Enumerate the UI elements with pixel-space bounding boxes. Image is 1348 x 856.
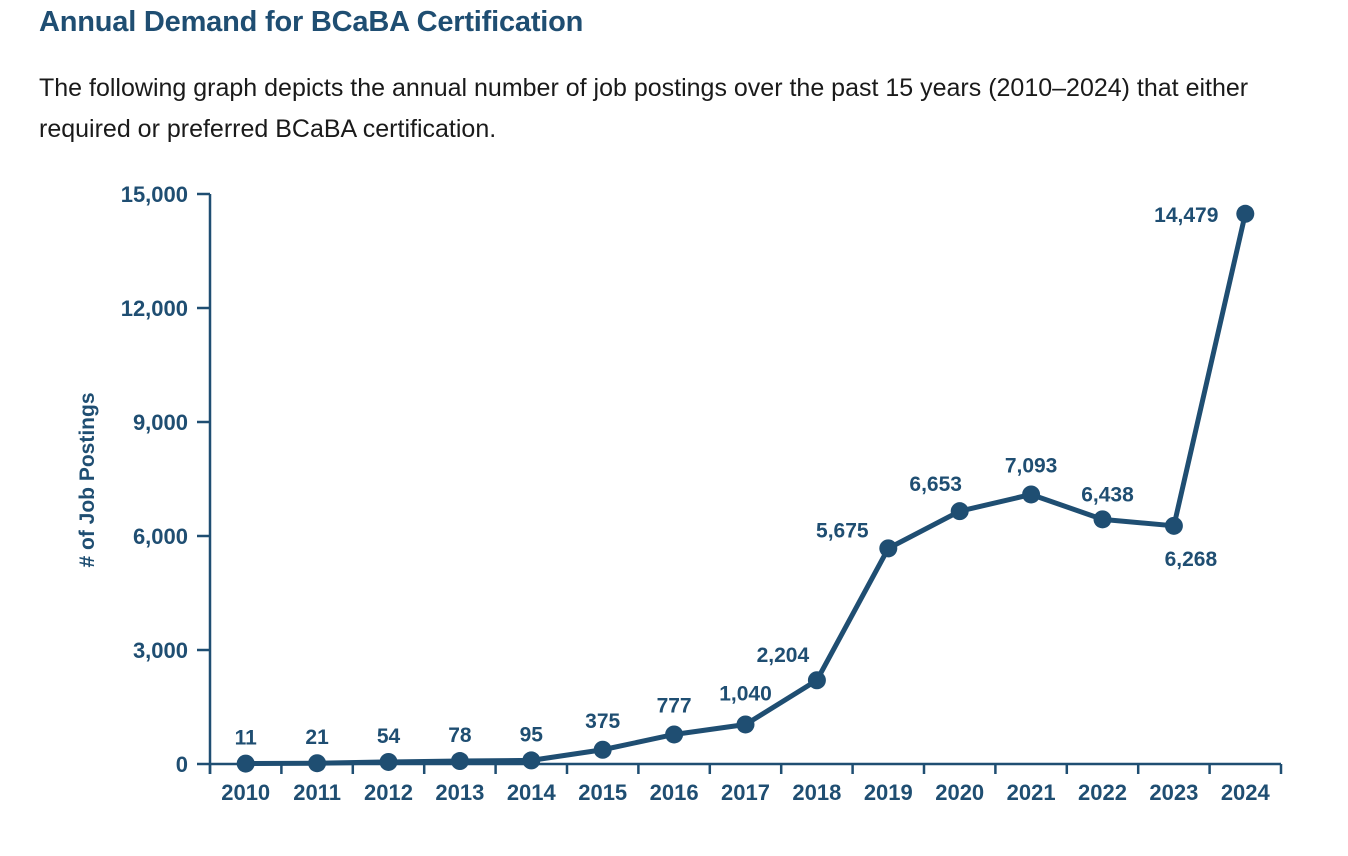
data-label: 2,204 — [757, 644, 810, 667]
page-title: Annual Demand for BCaBA Certification — [39, 6, 584, 38]
data-point — [1236, 204, 1255, 223]
data-label: 5,675 — [816, 519, 869, 542]
x-tick-label: 2018 — [792, 780, 841, 805]
x-tick-label: 2020 — [935, 780, 984, 805]
x-tick-label: 2016 — [650, 780, 699, 805]
x-tick-label: 2014 — [507, 780, 557, 805]
y-tick-label: 15,000 — [121, 182, 188, 207]
data-label: 6,268 — [1165, 548, 1218, 571]
x-tick-label: 2019 — [864, 780, 913, 805]
data-label: 95 — [520, 723, 544, 746]
data-point — [379, 752, 398, 771]
data-label: 14,479 — [1154, 204, 1218, 227]
intro-paragraph: The following graph depicts the annual n… — [39, 74, 1249, 143]
data-point — [522, 751, 541, 770]
data-point — [950, 502, 969, 521]
data-label: 21 — [305, 726, 329, 749]
y-tick-label: 6,000 — [133, 524, 188, 549]
x-tick-label: 2024 — [1221, 780, 1271, 805]
data-label: 375 — [585, 710, 620, 733]
data-point — [593, 740, 612, 759]
data-point — [807, 671, 826, 690]
data-point — [665, 725, 684, 744]
data-label: 7,093 — [1005, 454, 1058, 477]
data-label: 6,653 — [909, 473, 962, 496]
data-point — [1093, 510, 1112, 529]
series-line-group — [236, 204, 1255, 773]
x-tick-label: 2023 — [1149, 780, 1198, 805]
data-labels: 11 21 54 78 95 375 777 1,040 2,204 5,675 6,653 7,09… — [235, 204, 1219, 750]
data-label: 78 — [448, 724, 472, 747]
y-axis-title: # of Job Postings — [76, 392, 99, 567]
y-tick-label: 12,000 — [121, 296, 188, 321]
y-tick-label: 9,000 — [133, 410, 188, 435]
data-point — [450, 752, 469, 771]
data-point — [236, 754, 255, 773]
x-tick-label: 2015 — [578, 780, 627, 805]
data-point — [308, 754, 327, 773]
data-label: 54 — [377, 725, 401, 748]
data-label: 6,438 — [1081, 483, 1134, 506]
x-tick-label: 2022 — [1078, 780, 1127, 805]
data-point — [1022, 485, 1041, 504]
x-tick-label: 2021 — [1007, 780, 1056, 805]
data-point — [736, 715, 755, 734]
y-tick-label: 0 — [176, 752, 188, 777]
data-label: 777 — [657, 694, 692, 717]
y-tick-label: 3,000 — [133, 638, 188, 663]
x-tick-label: 2012 — [364, 780, 413, 805]
x-tick-label: 2011 — [293, 780, 341, 805]
data-point — [879, 539, 898, 558]
data-label: 1,040 — [719, 682, 772, 705]
x-tick-label: 2017 — [721, 780, 770, 805]
x-tick-label: 2013 — [435, 780, 484, 805]
data-label: 11 — [235, 727, 258, 750]
data-point — [1164, 516, 1183, 535]
x-tick-label: 2010 — [221, 780, 270, 805]
